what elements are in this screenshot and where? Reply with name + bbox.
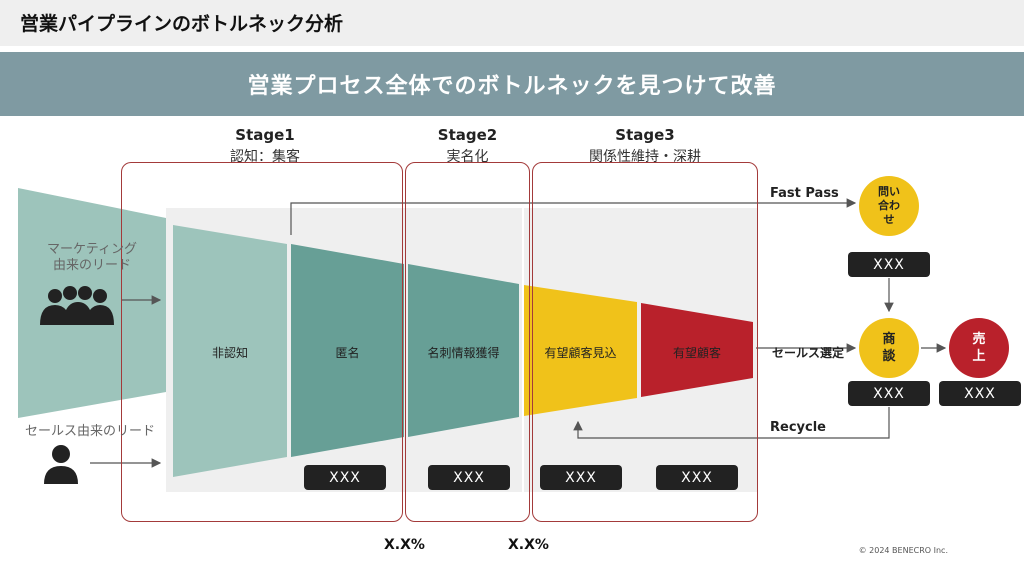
- metric-prospect-potential: XXX: [540, 465, 622, 490]
- stage3-subtitle: 関係性維持・深耕: [589, 149, 701, 165]
- stage3-name: Stage3: [615, 126, 675, 144]
- inquiry-line3: せ: [883, 213, 895, 226]
- stage1-heading: Stage1 認知：集客: [200, 126, 330, 166]
- recycle-arrow: [573, 407, 890, 439]
- fast-pass-label: Fast Pass: [770, 186, 839, 201]
- deal-circle: 商 談: [859, 318, 919, 378]
- metric-prospect: XXX: [656, 465, 738, 490]
- stage1-box: [121, 162, 403, 522]
- stage2-heading: Stage2 実名化: [405, 126, 530, 166]
- deal-line1: 商: [882, 332, 896, 347]
- funnel-segment-prospect: [641, 303, 753, 397]
- inquiry-circle: 問い 合わ せ: [859, 176, 919, 236]
- marketing-lead-label-line2: 由来のリード: [52, 258, 131, 273]
- conversion-rate-1: X.X%: [384, 537, 425, 553]
- segment-label-card: 名刺情報獲得: [427, 346, 500, 360]
- person-icon: [44, 445, 78, 484]
- marketing-lead-label-line1: マーケティング: [47, 242, 137, 257]
- stage2-name: Stage2: [437, 126, 498, 144]
- marketing-lead-label: マーケティング 由来のリード: [22, 242, 162, 274]
- stage1-subtitle: 認知：集客: [230, 149, 300, 165]
- stage2-subtitle: 実名化: [446, 149, 489, 165]
- metric-deal: XXX: [848, 381, 930, 406]
- copyright: © 2024 BENECRO Inc.: [858, 546, 948, 555]
- segment-label-prospect-potential: 有望顧客見込: [544, 346, 617, 360]
- metric-sale: XXX: [939, 381, 1021, 406]
- stage3-box: [532, 162, 758, 522]
- segment-label-prospect: 有望顧客: [672, 346, 721, 360]
- metric-card: XXX: [428, 465, 510, 490]
- inquiry-line2: 合わ: [878, 199, 900, 212]
- sale-line2: 上: [972, 349, 986, 364]
- sales-lead-label: セールス由来のリード: [24, 424, 155, 439]
- conversion-rate-2: X.X%: [508, 537, 549, 553]
- segment-label-anonymous: 匿名: [335, 346, 360, 360]
- recycle-label: Recycle: [770, 420, 826, 435]
- funnel-segment-card: [408, 264, 519, 437]
- headline-banner: 営業プロセス全体でのボトルネックを見つけて改善: [0, 52, 1024, 116]
- sale-line1: 売: [972, 332, 986, 347]
- lead-source-shape: [18, 188, 166, 418]
- metric-anonymous: XXX: [304, 465, 386, 490]
- page-title: 営業パイプラインのボトルネック分析: [20, 13, 344, 35]
- funnel-segment-non-aware: [173, 225, 287, 477]
- stage1-name: Stage1: [235, 126, 295, 144]
- title-bar: 営業パイプラインのボトルネック分析: [0, 0, 1024, 46]
- deal-line2: 談: [882, 349, 896, 364]
- people-group-icon: [40, 286, 114, 325]
- stage2-box: [405, 162, 530, 522]
- sale-circle: 売 上: [949, 318, 1009, 378]
- headline-text: 営業プロセス全体でのボトルネックを見つけて改善: [247, 74, 777, 99]
- stage3-heading: Stage3 関係性維持・深耕: [555, 126, 735, 166]
- funnel-segment-anonymous: [291, 244, 404, 457]
- fast-pass-arrow: [290, 198, 857, 235]
- sales-select-label: セールス選定: [772, 346, 845, 360]
- metric-inquiry: XXX: [848, 252, 930, 277]
- funnel-segment-prospect-potential: [524, 285, 637, 416]
- inquiry-line1: 問い: [878, 185, 900, 198]
- segment-label-non-aware: 非認知: [211, 346, 248, 360]
